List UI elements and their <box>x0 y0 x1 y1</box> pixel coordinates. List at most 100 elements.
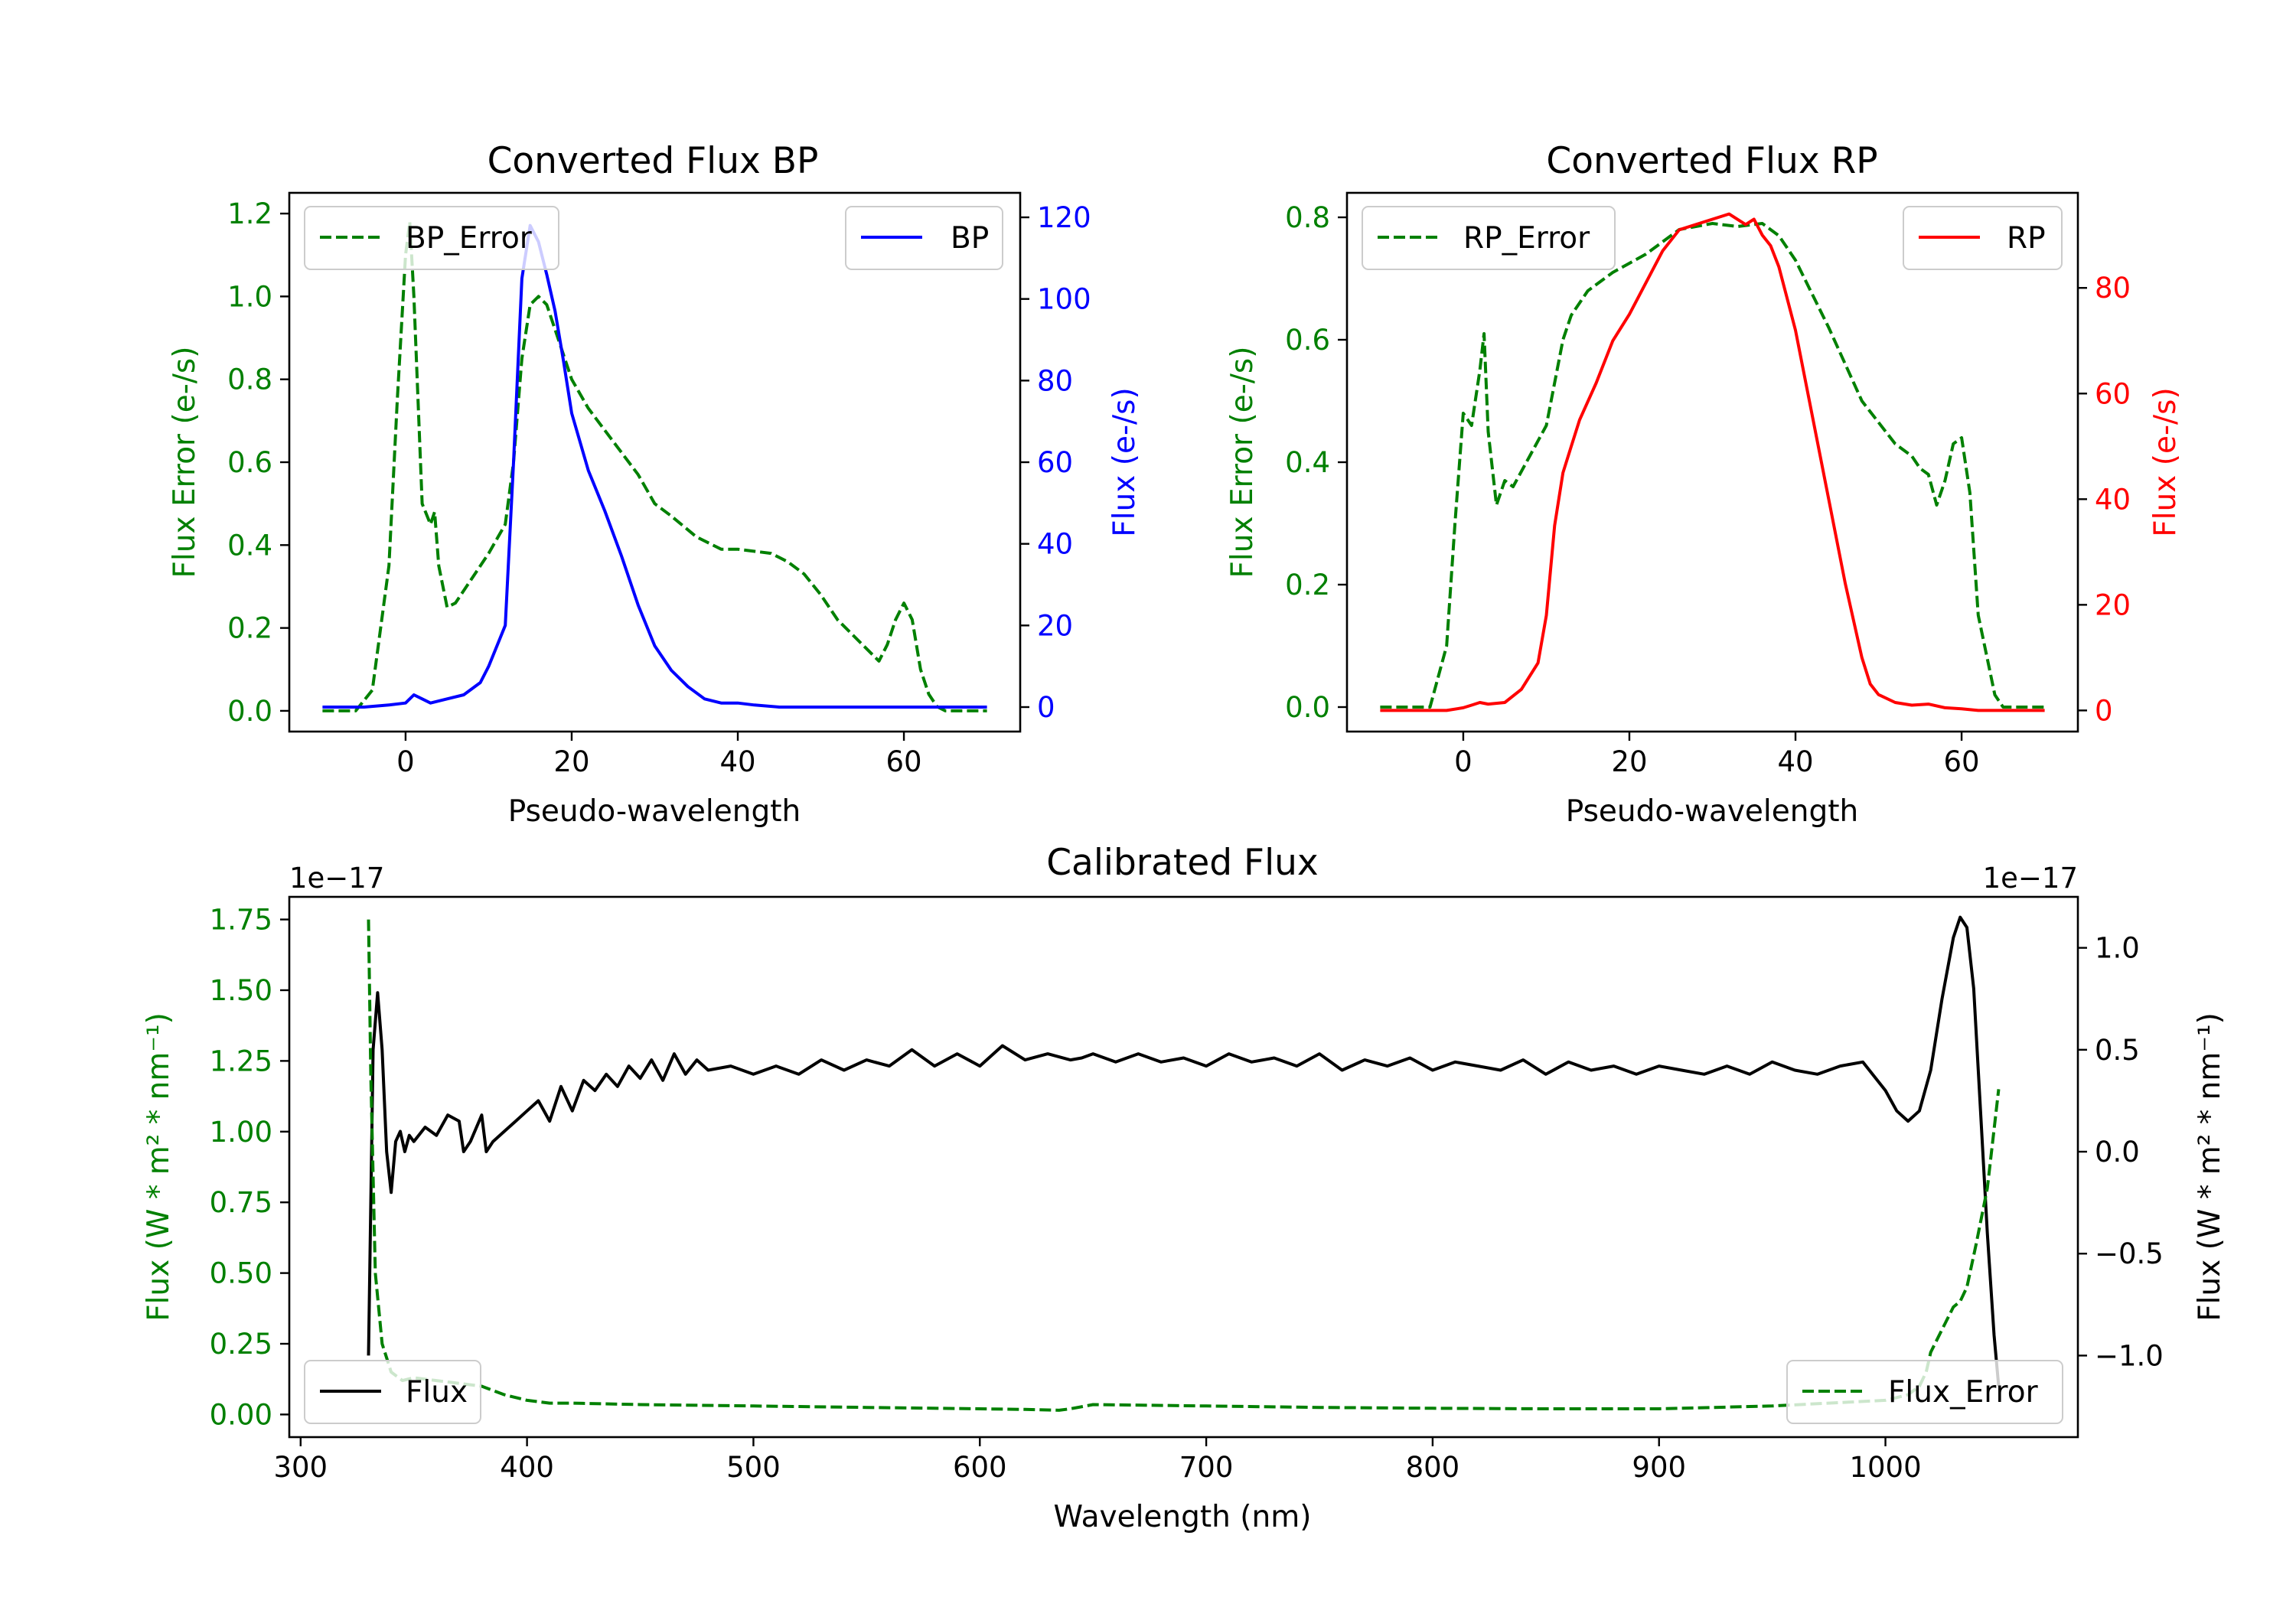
cal-x-tick-label: 400 <box>500 1451 554 1484</box>
bp-right-y-tick-label: 0 <box>1037 691 1055 724</box>
bp-x-tick-label: 40 <box>719 745 755 778</box>
bp-left-y-tick-label: 0.8 <box>227 363 272 396</box>
bp-x-tick-label: 60 <box>886 745 922 778</box>
rp-left-y-tick-label: 0.4 <box>1285 446 1330 479</box>
cal-right-offset: 1e−17 <box>1983 862 2078 895</box>
bp-legend-flux-box <box>845 206 1003 270</box>
bp-right-y-label: Flux (e-/s) <box>1107 387 1142 536</box>
cal-x-tick-label: 900 <box>1632 1451 1686 1484</box>
rp-x-tick-label: 60 <box>1944 745 1980 778</box>
bp-right-y-tick-label: 120 <box>1037 201 1091 234</box>
cal-left-y-tick-label: 0.50 <box>210 1257 272 1290</box>
rp-x-tick-label: 40 <box>1777 745 1813 778</box>
rp-left-y-tick-label: 0.8 <box>1285 201 1330 234</box>
bp-left-y-tick-label: 1.2 <box>227 197 272 230</box>
bp-legend-flux-label: BP <box>951 221 989 256</box>
cal-left-y-tick-label: 1.50 <box>210 974 272 1007</box>
cal-right-y-tick-label: −0.5 <box>2095 1237 2164 1270</box>
rp-x-tick-label: 0 <box>1454 745 1473 778</box>
cal-right-y-label: Flux (W * m² * nm⁻¹) <box>2193 1012 2227 1322</box>
rp-legend-error: RP_Error <box>1362 206 1616 270</box>
cal-x-tick-label: 700 <box>1179 1451 1234 1484</box>
rp-left-y-tick-label: 0.0 <box>1285 691 1330 724</box>
rp-legend-flux-box <box>1903 206 2063 270</box>
cal-panel: Calibrated Flux 1e−17 1e−17 Wavelength (… <box>142 842 2227 1534</box>
cal-legend-flux-label: Flux <box>406 1375 468 1410</box>
rp-right-y-tick-label: 0 <box>2095 694 2113 727</box>
cal-left-y-tick-label: 0.25 <box>210 1328 272 1361</box>
rp-x-tick-label: 20 <box>1611 745 1647 778</box>
bp-right-y-tick-label: 100 <box>1037 283 1091 316</box>
cal-left-offset: 1e−17 <box>289 862 384 895</box>
bp-legend-error-label: BP_Error <box>406 221 533 256</box>
cal-x-tick-label: 300 <box>273 1451 328 1484</box>
cal-ticks: 300 400 500 600 700 800 900 1000 0.00 0.25 0.50 0.7… <box>210 904 2164 1484</box>
bp-right-y-tick-label: 40 <box>1037 528 1073 561</box>
bp-legend-flux: BP <box>845 206 1003 270</box>
rp-legend-error-label: RP_Error <box>1463 221 1590 256</box>
bp-right-y-tick-label: 60 <box>1037 446 1073 479</box>
cal-x-tick-label: 800 <box>1406 1451 1460 1484</box>
cal-title: Calibrated Flux <box>1046 842 1319 884</box>
bp-legend-error-box <box>304 206 559 270</box>
rp-right-y-tick-label: 40 <box>2095 483 2131 516</box>
bp-left-y-label: Flux Error (e-/s) <box>168 347 202 579</box>
cal-x-label: Wavelength (nm) <box>1054 1500 1312 1534</box>
cal-right-y-tick-label: −1.0 <box>2095 1339 2164 1372</box>
rp-left-y-tick-label: 0.6 <box>1285 324 1330 357</box>
rp-left-y-tick-label: 0.2 <box>1285 569 1330 601</box>
cal-x-tick-label: 1000 <box>1849 1451 1921 1484</box>
rp-panel: Converted Flux RP Pseudo-wavelength Flux… <box>1225 140 2183 829</box>
bp-panel: Converted Flux BP Pseudo-wavelength Flux… <box>168 140 1142 829</box>
rp-right-y-label: Flux (e-/s) <box>2148 387 2183 536</box>
bp-right-y-tick-label: 80 <box>1037 364 1073 397</box>
bp-plot-area <box>322 220 987 712</box>
rp-x-label: Pseudo-wavelength <box>1566 794 1858 829</box>
cal-legend-error-box <box>1786 1360 2063 1424</box>
bp-left-y-tick-label: 0.4 <box>227 529 272 562</box>
bp-right-y-tick-label: 20 <box>1037 609 1073 642</box>
bp-left-y-tick-label: 1.0 <box>227 280 272 313</box>
bp-ticks: 0 20 40 60 0.0 0.2 0.4 0.6 0.8 1.0 1.2 0 20 40 60 80 100… <box>227 197 1091 778</box>
bp-legend-error: BP_Error <box>304 206 559 270</box>
rp-right-y-tick-label: 80 <box>2095 272 2131 305</box>
cal-right-y-tick-label: 0.5 <box>2095 1034 2140 1067</box>
cal-left-y-tick-label: 0.00 <box>210 1398 272 1431</box>
cal-legend-flux: Flux <box>304 1360 481 1424</box>
rp-right-y-tick-label: 60 <box>2095 377 2131 410</box>
cal-left-y-label: Flux (W * m² * nm⁻¹) <box>142 1012 176 1322</box>
cal-left-y-tick-label: 1.75 <box>210 904 272 937</box>
bp-x-tick-label: 0 <box>396 745 415 778</box>
rp-ticks: 0 20 40 60 0.0 0.2 0.4 0.6 0.8 0 20 40 60 80 <box>1285 201 2131 778</box>
cal-series-flux <box>367 915 2001 1387</box>
bp-title: Converted Flux BP <box>488 140 819 182</box>
rp-legend-flux: RP <box>1903 206 2063 270</box>
cal-legend-error: Flux_Error <box>1786 1360 2063 1424</box>
cal-x-tick-label: 600 <box>953 1451 1007 1484</box>
cal-axes-frame <box>288 895 2079 1439</box>
cal-legend-flux-box <box>304 1360 481 1424</box>
rp-series-rp-error <box>1380 222 2045 709</box>
rp-legend-flux-label: RP <box>2007 221 2046 256</box>
bp-left-y-tick-label: 0.6 <box>227 446 272 479</box>
cal-left-y-tick-label: 1.25 <box>210 1045 272 1077</box>
rp-left-y-label: Flux Error (e-/s) <box>1225 347 1260 579</box>
rp-title: Converted Flux RP <box>1546 140 1877 182</box>
rp-series-rp <box>1380 212 2045 712</box>
cal-x-tick-label: 500 <box>726 1451 781 1484</box>
cal-right-y-tick-label: 1.0 <box>2095 932 2140 965</box>
bp-series-bp <box>322 223 987 709</box>
bp-left-y-tick-label: 0.2 <box>227 612 272 645</box>
bp-x-tick-label: 20 <box>553 745 589 778</box>
bp-series-bp-error <box>322 220 987 712</box>
rp-right-y-tick-label: 20 <box>2095 588 2131 621</box>
cal-right-y-tick-label: 0.0 <box>2095 1136 2140 1169</box>
rp-legend-error-box <box>1362 206 1616 270</box>
cal-left-y-tick-label: 1.00 <box>210 1116 272 1149</box>
cal-left-y-tick-label: 0.75 <box>210 1186 272 1219</box>
rp-plot-area <box>1380 212 2045 712</box>
cal-legend-error-label: Flux_Error <box>1888 1375 2039 1410</box>
bp-x-label: Pseudo-wavelength <box>508 794 801 829</box>
bp-left-y-tick-label: 0.0 <box>227 695 272 728</box>
